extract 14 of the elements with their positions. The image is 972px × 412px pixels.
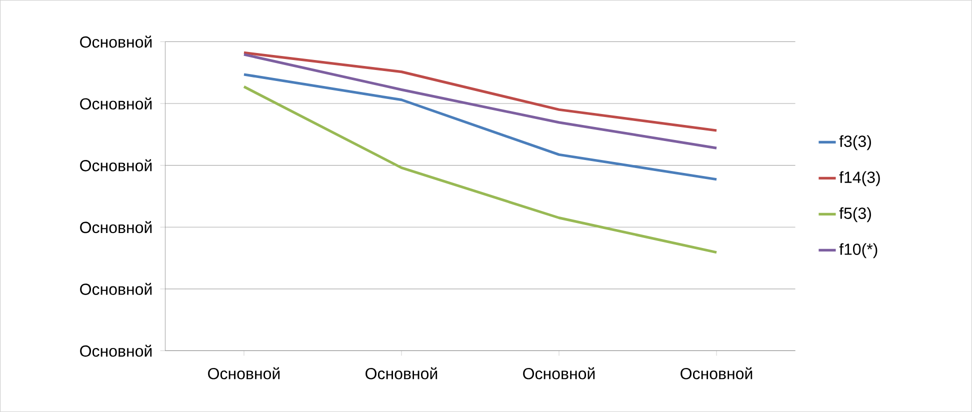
x-tick-label: Основной — [523, 367, 595, 380]
text: Основной — [80, 344, 152, 357]
text: Основной — [80, 282, 152, 295]
legend-label: f14(3) — [839, 171, 880, 186]
text: Основной — [80, 159, 152, 172]
x-tick-label: Основной — [680, 367, 752, 380]
x-tick-label: Основной — [366, 367, 438, 380]
legend-label: f5(3) — [839, 207, 871, 222]
x-tick-label: Основной — [208, 367, 280, 380]
text: Основной — [80, 98, 152, 110]
legend-label: f3(3) — [839, 135, 871, 150]
text: Основной — [80, 221, 152, 234]
legend-label: f10(*) — [839, 243, 878, 258]
text: Основной — [80, 36, 152, 48]
